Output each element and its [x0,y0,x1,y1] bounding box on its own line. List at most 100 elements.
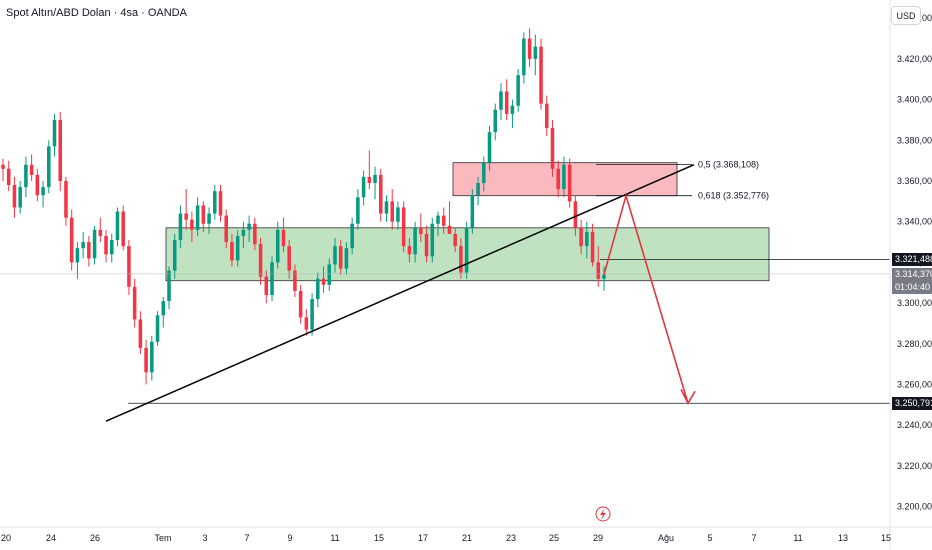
candle [373,166,377,200]
candle [544,95,549,137]
candle [579,219,583,255]
candle-body [98,229,103,236]
candle [172,233,177,279]
candle [590,223,595,267]
candle-body [556,168,560,190]
x-tick-label: 15 [881,533,891,543]
candle-body [447,225,452,234]
x-tick-label: 29 [593,533,603,543]
candle-body [596,262,601,279]
candle-body [132,286,137,320]
candle [522,32,526,84]
candle [18,181,22,214]
candle [64,176,68,226]
candle [550,119,555,177]
candle [441,207,446,234]
candle-body [413,227,417,255]
candle [585,221,589,259]
x-tick-label: 5 [707,533,712,543]
candle-body [92,229,97,259]
candle [367,150,372,190]
candle [596,246,601,287]
candle [98,217,103,243]
target-price-label: 3.250,791 [892,397,932,411]
candle [407,237,412,263]
candle [424,225,429,263]
candle-body [487,132,492,163]
candle [161,297,166,328]
candle [384,195,389,222]
candle-body [533,46,538,59]
candle-body [12,185,17,208]
candle-body [172,240,177,271]
candle [138,311,143,354]
x-tick-label: 7 [244,533,249,543]
candle-body [344,248,349,269]
candle-body [58,119,63,181]
candle-body [270,262,274,295]
candle-body [493,109,498,133]
candle-body [464,227,469,273]
symbol-title[interactable]: Spot Altın/ABD Dolan · 4sa · OANDA [6,7,187,19]
candle-body [75,248,80,263]
candle [602,266,606,291]
candle-body [213,191,217,214]
candle [333,237,337,273]
candle [539,38,543,110]
candle [344,242,349,275]
candle [258,237,263,285]
candle-body [476,183,480,196]
candle-body [567,164,572,202]
candle [87,235,91,267]
candle [253,217,257,251]
candle-body [436,215,440,224]
fib-level-label: 0,618 (3.352,776) [698,191,769,201]
y-tick-label: 3.300,000 [897,298,932,308]
candle [52,113,57,157]
candle [573,195,578,236]
candle-body [6,168,11,186]
candle-body [201,205,206,224]
candle-body [298,290,303,318]
candle-body [253,223,257,245]
trendline [105,164,695,422]
candle-body [281,229,286,247]
candle-body [378,174,383,214]
currency-button[interactable]: USD [891,6,921,25]
y-tick-label: 3.280,000 [897,339,932,349]
candle-body [453,233,457,247]
candle [281,217,286,253]
candle [390,189,394,230]
candle [556,160,560,198]
candle [167,266,171,310]
candle [109,233,114,263]
candle [264,270,269,304]
candle-body [573,201,578,228]
candle-body [190,219,194,230]
candle [361,170,366,206]
candle [527,28,532,68]
candle [155,311,160,346]
candle-body [384,201,389,214]
forecast-path [603,192,689,404]
candle [213,185,217,220]
candle-body [590,231,595,263]
candle [470,189,475,234]
candle [493,103,498,141]
candle [190,211,194,243]
candle [207,207,211,234]
candle-body [562,164,566,190]
candle-body [264,276,269,295]
candle [230,233,234,267]
candle-body [155,315,160,342]
candle [419,213,423,243]
candle [430,217,435,263]
candle [510,99,515,129]
candle [504,79,509,120]
candle [350,217,354,255]
candle-body [138,319,143,348]
x-tick-label: 24 [46,533,56,543]
candle-body [178,213,183,241]
candle [378,168,383,222]
